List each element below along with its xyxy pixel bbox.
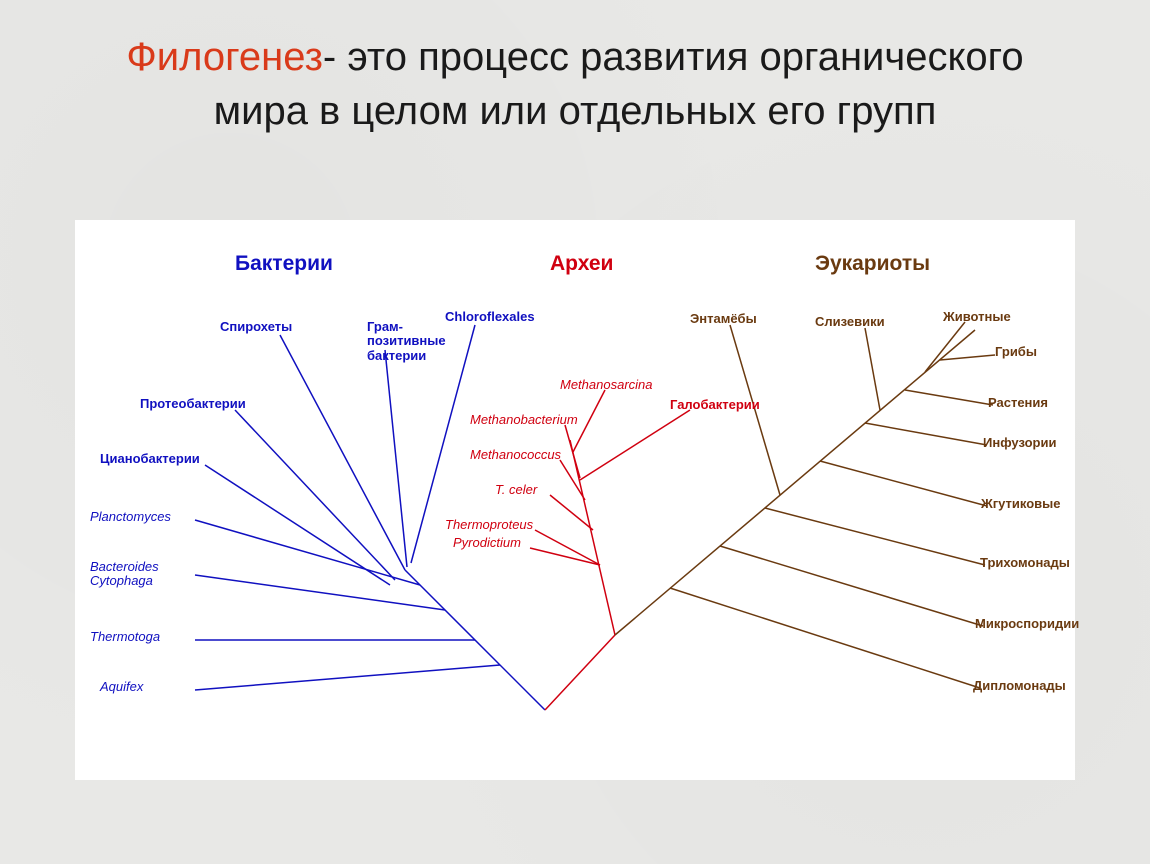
- domain-label-eukaryota: Эукариоты: [815, 252, 930, 276]
- taxon-label: Pyrodictium: [453, 536, 521, 550]
- taxon-label: Bacteroides Cytophaga: [90, 560, 159, 589]
- phylogenetic-tree-diagram: Бактерии Археи Эукариоты Спирохеты Грам- поз…: [75, 220, 1075, 780]
- taxon-label: Микроспоридии: [975, 617, 1079, 631]
- tree-svg: [75, 220, 1075, 780]
- taxon-label: Энтамёбы: [690, 312, 757, 326]
- taxon-label: T. celer: [495, 483, 537, 497]
- taxon-label: Planctomyces: [90, 510, 171, 524]
- taxon-label: Aquifex: [100, 680, 143, 694]
- taxon-label: Thermotoga: [90, 630, 160, 644]
- taxon-label: Животные: [943, 310, 1011, 324]
- taxon-label: Methanosarcina: [560, 378, 653, 392]
- taxon-label: Дипломонады: [973, 679, 1066, 693]
- taxon-label: Грам- позитивные бактерии: [367, 320, 446, 363]
- taxon-label: Спирохеты: [220, 320, 292, 334]
- taxon-label: Слизевики: [815, 315, 885, 329]
- domain-label-bacteria: Бактерии: [235, 252, 333, 276]
- taxon-label: Chloroflexales: [445, 310, 535, 324]
- taxon-label: Жгутиковые: [981, 497, 1061, 511]
- taxon-label: Thermoproteus: [445, 518, 533, 532]
- taxon-label: Methanococcus: [470, 448, 561, 462]
- taxon-label: Methanobacterium: [470, 413, 578, 427]
- taxon-label: Протеобактерии: [140, 397, 246, 411]
- taxon-label: Галобактерии: [670, 398, 760, 412]
- title-rest: - это процесс развития органического мир…: [214, 35, 1024, 133]
- page-title: Филогенез- это процесс развития органиче…: [0, 0, 1150, 148]
- taxon-label: Растения: [988, 396, 1048, 410]
- taxon-label: Инфузории: [983, 436, 1056, 450]
- taxon-label: Цианобактерии: [100, 452, 200, 466]
- taxon-label: Грибы: [995, 345, 1037, 359]
- domain-label-archaea: Археи: [550, 252, 613, 276]
- taxon-label: Трихомонады: [980, 556, 1070, 570]
- title-highlight: Филогенез: [126, 35, 323, 79]
